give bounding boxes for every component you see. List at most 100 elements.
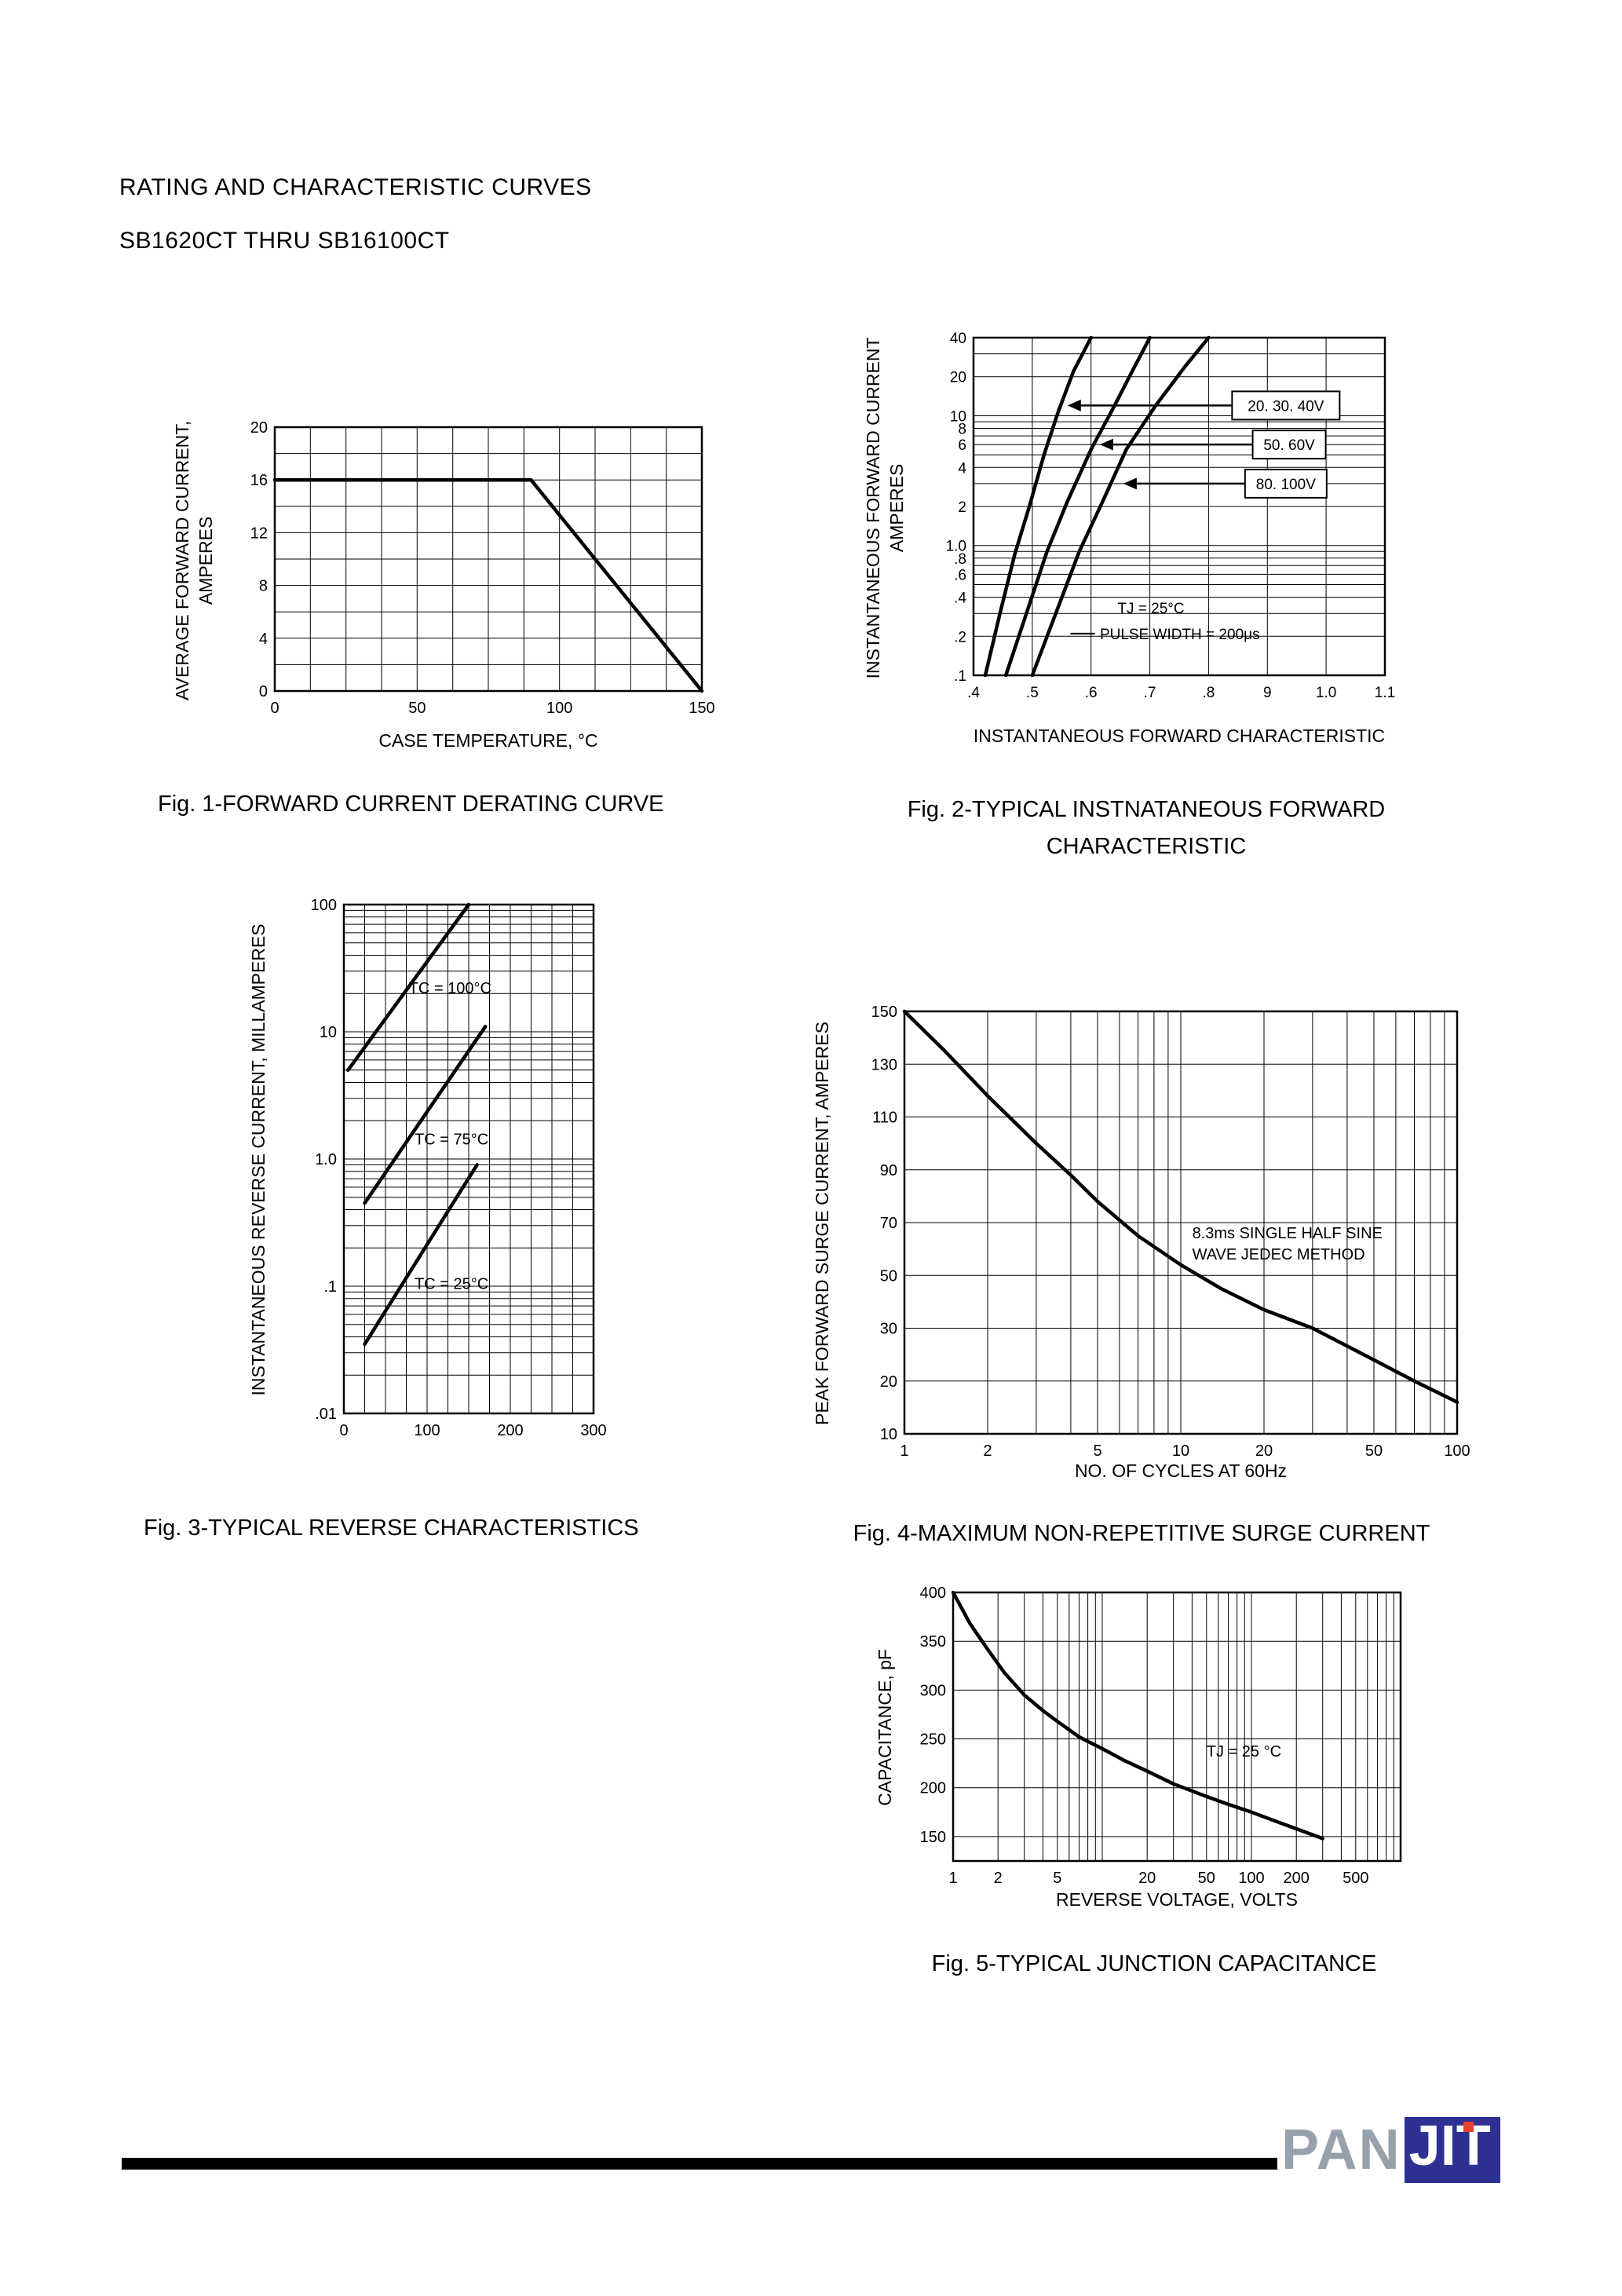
svg-text:2: 2 <box>983 1442 992 1460</box>
fig3-caption: Fig. 3-TYPICAL REVERSE CHARACTERISTICS <box>144 1515 639 1541</box>
fig2-forward-characteristic-chart: .4.5.6.7.8 9 1.0 1.1 40 20 10 8 6 4 2 1.0.8.6.4.2.1… <box>925 327 1396 708</box>
svg-text:50: 50 <box>408 700 426 717</box>
fig2-y-axis-label: INSTANTANEOUS FORWARD CURRENT AMPERES <box>863 337 907 679</box>
part-number-range: SB1620CT THRU SB16100CT <box>119 228 450 254</box>
svg-text:10: 10 <box>880 1426 897 1443</box>
svg-text:0: 0 <box>339 1422 348 1439</box>
svg-text:9: 9 <box>1263 685 1272 701</box>
fig4-caption: Fig. 4-MAXIMUM NON-REPETITIVE SURGE CURR… <box>853 1521 1430 1546</box>
svg-text:8: 8 <box>259 578 268 595</box>
svg-text:.8: .8 <box>954 551 966 568</box>
svg-text:1.0: 1.0 <box>1316 685 1336 701</box>
svg-text:50: 50 <box>1365 1442 1383 1460</box>
svg-text:.4: .4 <box>967 685 980 701</box>
logo-jit-text: JIT <box>1408 2115 1491 2177</box>
svg-text:.8: .8 <box>1202 685 1215 701</box>
svg-text:50: 50 <box>880 1267 897 1285</box>
svg-text:90: 90 <box>880 1162 897 1179</box>
svg-text:.5: .5 <box>1026 685 1039 701</box>
svg-text:200: 200 <box>1284 1870 1310 1887</box>
svg-text:100: 100 <box>1444 1442 1470 1460</box>
svg-text:40: 40 <box>950 331 966 347</box>
svg-text:20: 20 <box>1138 1870 1156 1887</box>
fig4-surge-current-chart: 1 2 5 10 20 50 100 10 20 30 50 70 90 110 130 150 8.3ms S… <box>854 994 1474 1470</box>
svg-text:10: 10 <box>1172 1442 1189 1460</box>
logo-pan-text: PAN <box>1281 2118 1401 2181</box>
svg-text:0: 0 <box>259 683 268 700</box>
svg-text:TC = 100°C: TC = 100°C <box>409 980 491 997</box>
svg-text:130: 130 <box>871 1056 897 1073</box>
svg-text:PULSE WIDTH = 200μs: PULSE WIDTH = 200μs <box>1100 627 1260 643</box>
svg-text:200: 200 <box>497 1422 523 1439</box>
svg-text:20: 20 <box>880 1373 897 1391</box>
svg-text:30: 30 <box>880 1321 897 1338</box>
fig2-caption: Fig. 2-TYPICAL INSTNATANEOUS FORWARD CHA… <box>907 797 1386 859</box>
svg-text:TC = 75°C: TC = 75°C <box>415 1132 488 1149</box>
svg-text:200: 200 <box>920 1780 946 1797</box>
svg-text:4: 4 <box>259 631 268 648</box>
svg-text:1: 1 <box>900 1442 908 1460</box>
svg-text:8.3ms SINGLE HALF SINE: 8.3ms SINGLE HALF SINE <box>1193 1225 1383 1242</box>
svg-text:TC = 25°C: TC = 25°C <box>415 1276 488 1293</box>
svg-text:100: 100 <box>414 1422 440 1439</box>
svg-text:1.0: 1.0 <box>315 1151 337 1168</box>
svg-text:150: 150 <box>920 1829 946 1846</box>
svg-text:12: 12 <box>250 525 268 542</box>
svg-text:20: 20 <box>250 419 268 437</box>
svg-text:400: 400 <box>920 1585 946 1602</box>
svg-text:80. 100V: 80. 100V <box>1256 477 1316 493</box>
svg-text:TJ = 25°C: TJ = 25°C <box>1117 601 1184 617</box>
svg-text:4: 4 <box>958 460 966 477</box>
svg-text:20: 20 <box>1255 1442 1273 1460</box>
svg-text:50: 50 <box>1198 1870 1215 1887</box>
fig4-y-axis-label: PEAK FORWARD SURGE CURRENT, AMPERES <box>812 1022 833 1425</box>
svg-text:6: 6 <box>958 437 966 454</box>
svg-text:.4: .4 <box>954 590 966 607</box>
fig1-y-axis-label: AVERAGE FORWARD CURRENT, AMPERES <box>172 420 216 700</box>
svg-text:100: 100 <box>1238 1870 1264 1887</box>
svg-text:2: 2 <box>994 1870 1003 1887</box>
fig5-y-axis-label: CAPACITANCE, pF <box>875 1649 896 1806</box>
svg-text:20. 30. 40V: 20. 30. 40V <box>1248 398 1324 415</box>
logo-red-dot <box>1463 2122 1474 2132</box>
svg-text:5: 5 <box>1053 1870 1061 1887</box>
svg-text:1.1: 1.1 <box>1375 685 1395 701</box>
svg-text:110: 110 <box>872 1110 897 1127</box>
page-title: RATING AND CHARACTERISTIC CURVES <box>119 174 592 200</box>
svg-text:.1: .1 <box>323 1278 337 1296</box>
fig3-reverse-characteristics-chart: 0 100 200 300 100 10 1.0 .1 .01 TC = 100°C TC = 75… <box>300 892 606 1446</box>
svg-text:20: 20 <box>950 370 966 386</box>
svg-text:.6: .6 <box>1085 685 1098 701</box>
svg-text:150: 150 <box>871 1004 897 1021</box>
svg-text:100: 100 <box>311 897 337 914</box>
svg-text:16: 16 <box>250 472 268 489</box>
fig3-y-axis-label: INSTANTANEOUS REVERSE CURRENT, MILLAMPER… <box>248 923 269 1396</box>
svg-text:150: 150 <box>689 700 714 717</box>
svg-text:1: 1 <box>948 1870 957 1887</box>
svg-text:1.0: 1.0 <box>946 539 966 555</box>
svg-text:.01: .01 <box>315 1406 337 1423</box>
svg-text:.2: .2 <box>954 629 966 645</box>
svg-text:10: 10 <box>320 1024 337 1041</box>
fig5-caption: Fig. 5-TYPICAL JUNCTION CAPACITANCE <box>931 1951 1377 1976</box>
svg-text:.6: .6 <box>954 567 966 583</box>
svg-text:WAVE JEDEC METHOD: WAVE JEDEC METHOD <box>1193 1246 1365 1263</box>
fig2-x-axis-label: INSTANTANEOUS FORWARD CHARACTERISTIC <box>973 726 1386 746</box>
svg-text:2: 2 <box>958 499 966 516</box>
svg-text:70: 70 <box>880 1215 897 1232</box>
svg-text:350: 350 <box>920 1633 946 1651</box>
svg-text:.1: .1 <box>954 668 966 685</box>
svg-text:50. 60V: 50. 60V <box>1263 437 1315 454</box>
fig5-x-axis-label: REVERSE VOLTAGE, VOLTS <box>1055 1889 1299 1910</box>
svg-text:300: 300 <box>580 1422 606 1439</box>
svg-text:10: 10 <box>950 408 966 425</box>
svg-text:5: 5 <box>1093 1442 1101 1460</box>
svg-text:100: 100 <box>546 700 572 717</box>
fig5-junction-capacitance-chart: 1 2 5 20 50 100 200 500 150 200 250 300 350 400 TJ = 2… <box>901 1580 1435 1894</box>
logo-jit-box: JIT <box>1404 2115 1500 2183</box>
fig1-caption: Fig. 1-FORWARD CURRENT DERATING CURVE <box>158 792 664 817</box>
panjit-logo: PAN JIT <box>1281 2115 1500 2183</box>
svg-text:0: 0 <box>270 700 279 717</box>
footer-rule <box>122 2158 1277 2170</box>
